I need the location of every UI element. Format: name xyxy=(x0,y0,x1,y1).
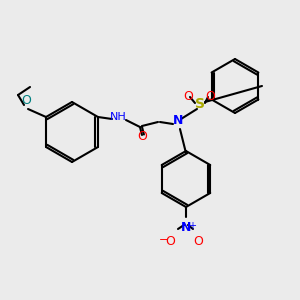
Text: O: O xyxy=(183,89,193,103)
Text: O: O xyxy=(205,89,215,103)
Text: O: O xyxy=(21,94,31,107)
Text: +: + xyxy=(188,221,196,231)
Text: N: N xyxy=(173,115,183,128)
Text: N: N xyxy=(181,221,191,234)
Text: O: O xyxy=(137,130,147,143)
Text: NH: NH xyxy=(110,112,126,122)
Text: S: S xyxy=(195,97,205,111)
Text: −: − xyxy=(159,235,169,245)
Text: O: O xyxy=(193,235,203,248)
Text: O: O xyxy=(165,235,175,248)
